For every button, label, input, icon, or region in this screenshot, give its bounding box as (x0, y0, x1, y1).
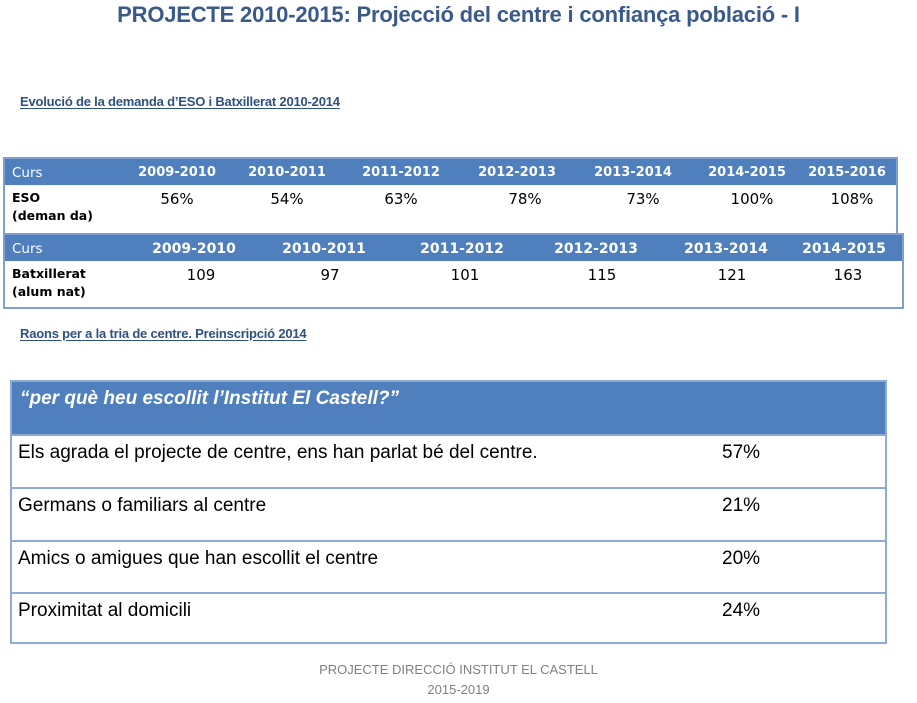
batx-value: 109 (186, 266, 216, 284)
eso-value: 108% (830, 190, 874, 208)
reason-row: Germans o familiars al centre 21% (12, 487, 885, 540)
batx-year: 2009-2010 (152, 241, 236, 257)
eso-table-header (5, 159, 896, 185)
eso-value: 73% (626, 190, 660, 208)
batx-year: 2014-2015 (802, 241, 886, 257)
reasons-table-header: “per què heu escollit l’Institut El Cast… (12, 382, 885, 434)
batx-year: 2010-2011 (282, 241, 366, 257)
section-heading-reasons: Raons per a la tria de centre. Preinscri… (20, 326, 307, 341)
reason-text: Els agrada el projecte de centre, ens ha… (18, 442, 538, 463)
batx-year: 2011-2012 (420, 241, 504, 257)
batx-value: 163 (833, 266, 863, 284)
batx-value: 115 (587, 266, 617, 284)
eso-year: 2013-2014 (594, 165, 672, 180)
footer-line-2: 2015-2019 (427, 682, 490, 697)
batx-row-label-2: (alum nat) (12, 284, 86, 299)
eso-year: 2011-2012 (362, 165, 440, 180)
batx-value: 101 (450, 266, 480, 284)
batx-value: 97 (320, 266, 340, 284)
reason-percent: 21% (722, 495, 761, 516)
reason-text: Proximitat al domicili (18, 600, 192, 621)
batx-value: 121 (717, 266, 747, 284)
eso-year: 2010-2011 (248, 165, 326, 180)
eso-demand-table: Curs 2009-2010 2010-2011 2011-2012 2012-… (3, 157, 898, 235)
batx-year: 2013-2014 (684, 241, 768, 257)
reason-row: Proximitat al domicili 24% (12, 592, 885, 645)
reason-text: Amics o amigues que han escollit el cent… (18, 548, 379, 569)
reasons-table: “per què heu escollit l’Institut El Cast… (10, 380, 887, 644)
eso-year: 2015-2016 (808, 165, 886, 180)
reason-percent: 24% (722, 600, 761, 621)
section-heading-demand: Evolució de la demanda d’ESO i Batxiller… (20, 94, 340, 109)
batxillerat-table: Curs 2009-2010 2010-2011 2011-2012 2012-… (3, 233, 904, 309)
reason-percent: 20% (722, 548, 761, 569)
eso-value: 56% (160, 190, 194, 208)
eso-year: 2012-2013 (478, 165, 556, 180)
batx-year: 2012-2013 (554, 241, 638, 257)
batx-header-label: Curs (12, 241, 43, 257)
footer-line-1: PROJECTE DIRECCIÓ INSTITUT EL CASTELL (319, 662, 598, 677)
reason-row: Els agrada el projecte de centre, ens ha… (12, 434, 885, 487)
reason-text: Germans o familiars al centre (18, 495, 267, 516)
eso-value: 100% (730, 190, 774, 208)
eso-row-label-2: (deman da) (12, 208, 93, 223)
batx-row-label-1: Batxillerat (12, 266, 86, 281)
reason-row: Amics o amigues que han escollit el cent… (12, 540, 885, 593)
survey-question: “per què heu escollit l’Institut El Cast… (20, 388, 400, 409)
eso-header-label: Curs (12, 165, 43, 181)
eso-value: 54% (270, 190, 304, 208)
eso-year: 2014-2015 (708, 165, 786, 180)
reason-percent: 57% (722, 442, 761, 463)
eso-year: 2009-2010 (138, 165, 216, 180)
eso-value: 63% (384, 190, 418, 208)
eso-row-label-1: ESO (12, 190, 41, 205)
batx-table-header (5, 235, 902, 261)
eso-value: 78% (508, 190, 542, 208)
page-title: PROJECTE 2010-2015: Projecció del centre… (117, 2, 800, 27)
